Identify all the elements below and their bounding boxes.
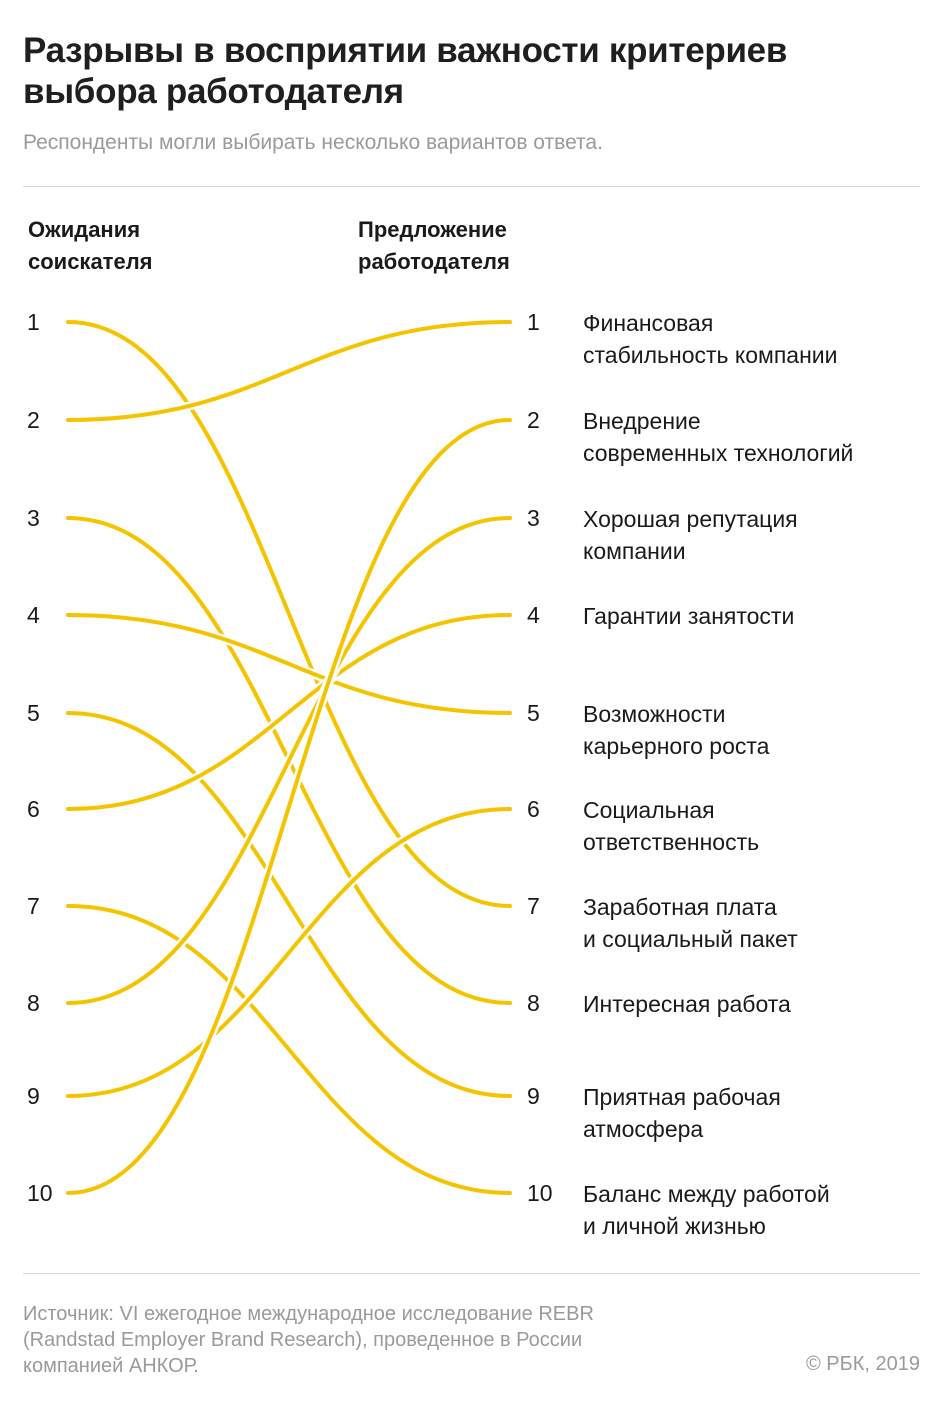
right-rank-labels: 1 2 3 4 5 6 7 8 9 10 <box>527 309 553 1206</box>
left-rank-4: 4 <box>27 602 40 628</box>
link-line-4-5 <box>66 613 512 715</box>
criterion-6-line-2: ответственность <box>583 829 759 855</box>
right-rank-2: 2 <box>527 407 540 433</box>
criterion-6: Социальная ответственность <box>583 797 759 855</box>
link-line-9-6 <box>66 807 512 1098</box>
right-rank-8: 8 <box>527 990 540 1016</box>
right-rank-4: 4 <box>527 602 540 628</box>
top-divider <box>23 186 920 187</box>
criterion-2: Внедрение современных технологий <box>583 408 853 466</box>
criterion-9-line-2: атмосфера <box>583 1116 703 1142</box>
criterion-5-line-2: карьерного роста <box>583 733 770 759</box>
criterion-2-line-2: современных технологий <box>583 440 853 466</box>
criterion-9: Приятная рабочая атмосфера <box>583 1084 781 1142</box>
left-rank-labels: 1 2 3 4 5 6 7 8 9 10 <box>27 309 53 1206</box>
criterion-9-line-1: Приятная рабочая <box>583 1084 781 1110</box>
left-rank-3: 3 <box>27 505 40 531</box>
left-header-line-2: соискателя <box>28 249 153 274</box>
link-line-10-2 <box>66 418 512 1195</box>
criterion-3-line-2: компании <box>583 538 686 564</box>
left-rank-9: 9 <box>27 1083 40 1109</box>
link-line-1-7 <box>66 320 512 908</box>
link-line-5-9 <box>66 711 512 1098</box>
criterion-5: Возможности карьерного роста <box>583 701 770 759</box>
chart-title: Разрывы в восприятии важности критериев … <box>23 31 788 111</box>
left-rank-1: 1 <box>27 309 40 335</box>
right-rank-9: 9 <box>527 1083 540 1109</box>
criterion-2-line-1: Внедрение <box>583 408 701 434</box>
criterion-10: Баланс между работой и личной жизнью <box>583 1181 830 1239</box>
copyright: © РБК, 2019 <box>805 1353 920 1375</box>
source-line-2: (Randstad Employer Brand Research), пров… <box>23 1329 583 1351</box>
source-line-3: компанией АНКОР. <box>23 1355 199 1377</box>
criteria-labels: Финансовая стабильность компании Внедрение… <box>583 310 853 1239</box>
chart-subtitle: Респонденты могли выбирать несколько вар… <box>23 131 603 154</box>
criterion-7: Заработная плата и социальный пакет <box>583 894 798 952</box>
link-lines <box>63 317 515 1198</box>
criterion-7-line-2: и социальный пакет <box>583 926 798 952</box>
criterion-1: Финансовая стабильность компании <box>583 310 837 368</box>
left-rank-2: 2 <box>27 407 40 433</box>
left-column-header: Ожидания соискателя <box>28 214 153 278</box>
link-line-6-4 <box>66 613 512 811</box>
right-rank-3: 3 <box>527 505 540 531</box>
criterion-6-line-1: Социальная <box>583 797 715 823</box>
right-rank-5: 5 <box>527 700 540 726</box>
left-rank-10: 10 <box>27 1180 53 1206</box>
right-rank-10: 10 <box>527 1180 553 1206</box>
criterion-1-line-1: Финансовая <box>583 310 713 336</box>
left-header-line-1: Ожидания <box>28 217 141 242</box>
right-rank-1: 1 <box>527 309 540 335</box>
right-rank-6: 6 <box>527 796 540 822</box>
right-header-line-2: работодателя <box>358 249 510 274</box>
source-note: Источник: VI ежегодное международное исс… <box>23 1301 723 1379</box>
source-line-1: Источник: VI ежегодное международное исс… <box>23 1303 594 1325</box>
right-column-header: Предложение работодателя <box>358 214 510 278</box>
criterion-5-line-1: Возможности <box>583 701 726 727</box>
criterion-8: Интересная работа <box>583 991 791 1017</box>
right-rank-7: 7 <box>527 893 540 919</box>
right-header-line-1: Предложение <box>358 217 507 242</box>
criterion-8-line-1: Интересная работа <box>583 991 791 1017</box>
criterion-1-line-2: стабильность компании <box>583 342 837 368</box>
left-rank-7: 7 <box>27 893 40 919</box>
link-line-2-1 <box>66 320 512 422</box>
criterion-10-line-1: Баланс между работой <box>583 1181 830 1207</box>
link-line-7-10 <box>66 904 512 1195</box>
left-rank-8: 8 <box>27 990 40 1016</box>
criterion-3-line-1: Хорошая репутация <box>583 506 798 532</box>
criterion-7-line-1: Заработная плата <box>583 894 777 920</box>
criterion-3: Хорошая репутация компании <box>583 506 798 564</box>
criterion-4-line-1: Гарантии занятости <box>583 603 794 629</box>
criterion-4: Гарантии занятости <box>583 603 794 629</box>
bottom-divider <box>23 1273 920 1274</box>
criterion-10-line-2: и личной жизнью <box>583 1213 766 1239</box>
left-rank-5: 5 <box>27 700 40 726</box>
link-line-8-3 <box>66 516 512 1005</box>
left-rank-6: 6 <box>27 796 40 822</box>
